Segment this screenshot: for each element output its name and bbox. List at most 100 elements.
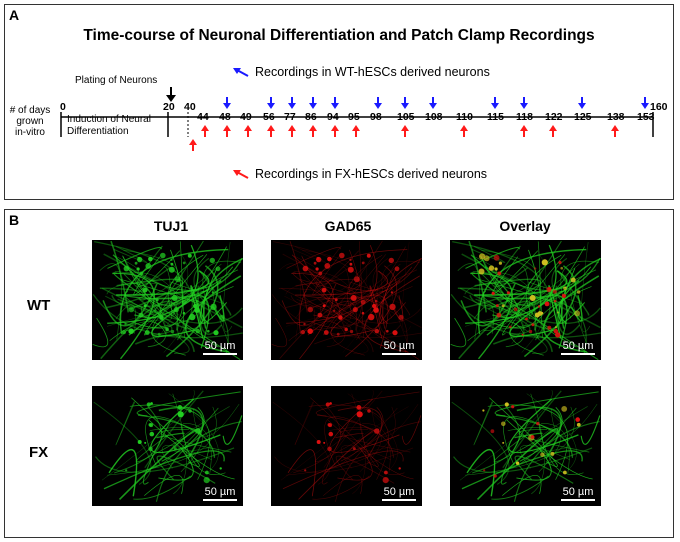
fx-recording-arrow [352,125,360,137]
row-header-wt: WT [27,297,51,314]
wt-recording-arrow [491,97,499,109]
induction-line1: Induction of Neural [67,114,151,125]
fx-recording-arrow [331,125,339,137]
induction-line2: Differentiation [67,126,129,137]
timepoint-label: 98 [370,111,382,123]
wt-recording-arrow [578,97,586,109]
timepoint-label: 44 [197,111,209,123]
fx-recording-arrow [288,125,296,137]
scale-bar-line [561,353,595,355]
image-fx-overlay: 50 µm [450,386,601,506]
panel-a-letter: A [9,7,20,23]
days-label-line1: # of days [9,105,51,116]
tick-label-160: 160 [650,101,668,113]
scale-bar: 50 µm [561,486,595,501]
scale-bar: 50 µm [203,340,237,355]
wt-legend-arrow-icon [233,68,249,77]
timepoint-label: 153 [637,111,655,123]
panel-a-title: Time-course of Neuronal Differentiation … [83,27,595,44]
tick-label-20: 20 [163,101,175,113]
scale-bar-line [203,353,237,355]
scale-bar-line [561,499,595,501]
scale-bar: 50 µm [382,486,416,501]
fx-recording-arrow [189,139,197,151]
fx-recording-arrow [309,125,317,137]
column-header-gad65: GAD65 [324,218,372,234]
wt-recording-arrow [331,97,339,109]
image-wt-overlay: 50 µm [450,240,601,360]
scale-bar-line [382,499,416,501]
tick-label-0: 0 [60,101,66,113]
micrograph-drawing [450,240,601,360]
fx-recording-arrow [401,125,409,137]
fx-recording-arrow [267,125,275,137]
scale-bar: 50 µm [203,486,237,501]
timepoint-label: 110 [456,111,473,123]
scale-bar-label: 50 µm [204,340,236,352]
micrograph-drawing [92,240,243,360]
timepoint-label: 122 [545,111,563,123]
fx-recording-arrow [549,125,557,137]
row-header-fx: FX [29,444,49,461]
timepoint-label: 49 [240,111,252,123]
timeline-axis [60,97,654,151]
micrograph-drawing [271,240,422,360]
micrograph-drawing [272,390,422,502]
plating-label: Plating of Neurons [75,75,158,86]
timepoint-label: 125 [574,111,592,123]
wt-recording-arrow [309,97,317,109]
wt-legend-label: Recordings in WT-hESCs derived neurons [255,65,490,79]
timepoint-label: 94 [327,111,339,123]
image-wt-tuj1: 50 µm [92,240,243,360]
scale-bar-label: 50 µm [383,340,415,352]
fx-recording-arrow [201,125,209,137]
wt-recording-arrow [429,97,437,109]
timepoint-label: 56 [263,111,275,123]
panel-b-images: B TUJ1 GAD65 Overlay WT FX 50 µm 50 µm 5… [4,209,674,538]
wt-recording-arrow [401,97,409,109]
fx-recording-arrow [611,125,619,137]
wt-recording-arrow [223,97,231,109]
plating-arrow-icon [166,87,176,102]
column-header-overlay: Overlay [499,218,551,234]
image-wt-gad65: 50 µm [271,240,422,360]
days-label-line2: grown [16,116,44,127]
micrograph-drawing [93,389,243,502]
wt-recording-arrow [520,97,528,109]
days-label-line3: in-vitro [14,127,45,138]
image-fx-tuj1: 50 µm [92,386,243,506]
fx-legend-label: Recordings in FX-hESCs derived neurons [255,167,488,181]
fx-recording-arrow [244,125,252,137]
scale-bar-label: 50 µm [562,340,594,352]
scale-bar-line [203,499,237,501]
tick-label-40: 40 [184,101,196,113]
image-fx-gad65: 50 µm [271,386,422,506]
scale-bar-line [382,353,416,355]
timepoint-label: 77 [284,111,296,123]
wt-recording-arrow [374,97,382,109]
wt-recording-arrow [288,97,296,109]
timepoint-label: 95 [348,111,360,123]
timepoint-label: 138 [607,111,625,123]
fx-recording-arrow [460,125,468,137]
timepoint-label: 115 [487,111,504,123]
scale-bar: 50 µm [382,340,416,355]
wt-recording-arrow [267,97,275,109]
timepoint-label: 86 [305,111,317,123]
timepoint-label: 108 [425,111,443,123]
days-axis-label: # of days grown in-vitro [5,105,55,138]
scale-bar-label: 50 µm [383,486,415,498]
scale-bar-label: 50 µm [204,486,236,498]
fx-recording-arrow [223,125,231,137]
panel-a-timeline: A Time-course of Neuronal Differentiatio… [4,4,674,200]
panel-b-letter: B [9,212,20,228]
induction-label: Induction of Neural Differentiation [67,114,151,138]
fx-legend-arrow-icon [233,170,249,179]
timepoint-label: 105 [397,111,415,123]
wt-recording-arrow [641,97,649,109]
fx-recording-arrow [520,125,528,137]
timepoint-label: 48 [219,111,231,123]
column-header-tuj1: TUJ1 [153,218,189,234]
scale-bar-label: 50 µm [562,486,594,498]
micrograph-drawing [451,389,601,502]
